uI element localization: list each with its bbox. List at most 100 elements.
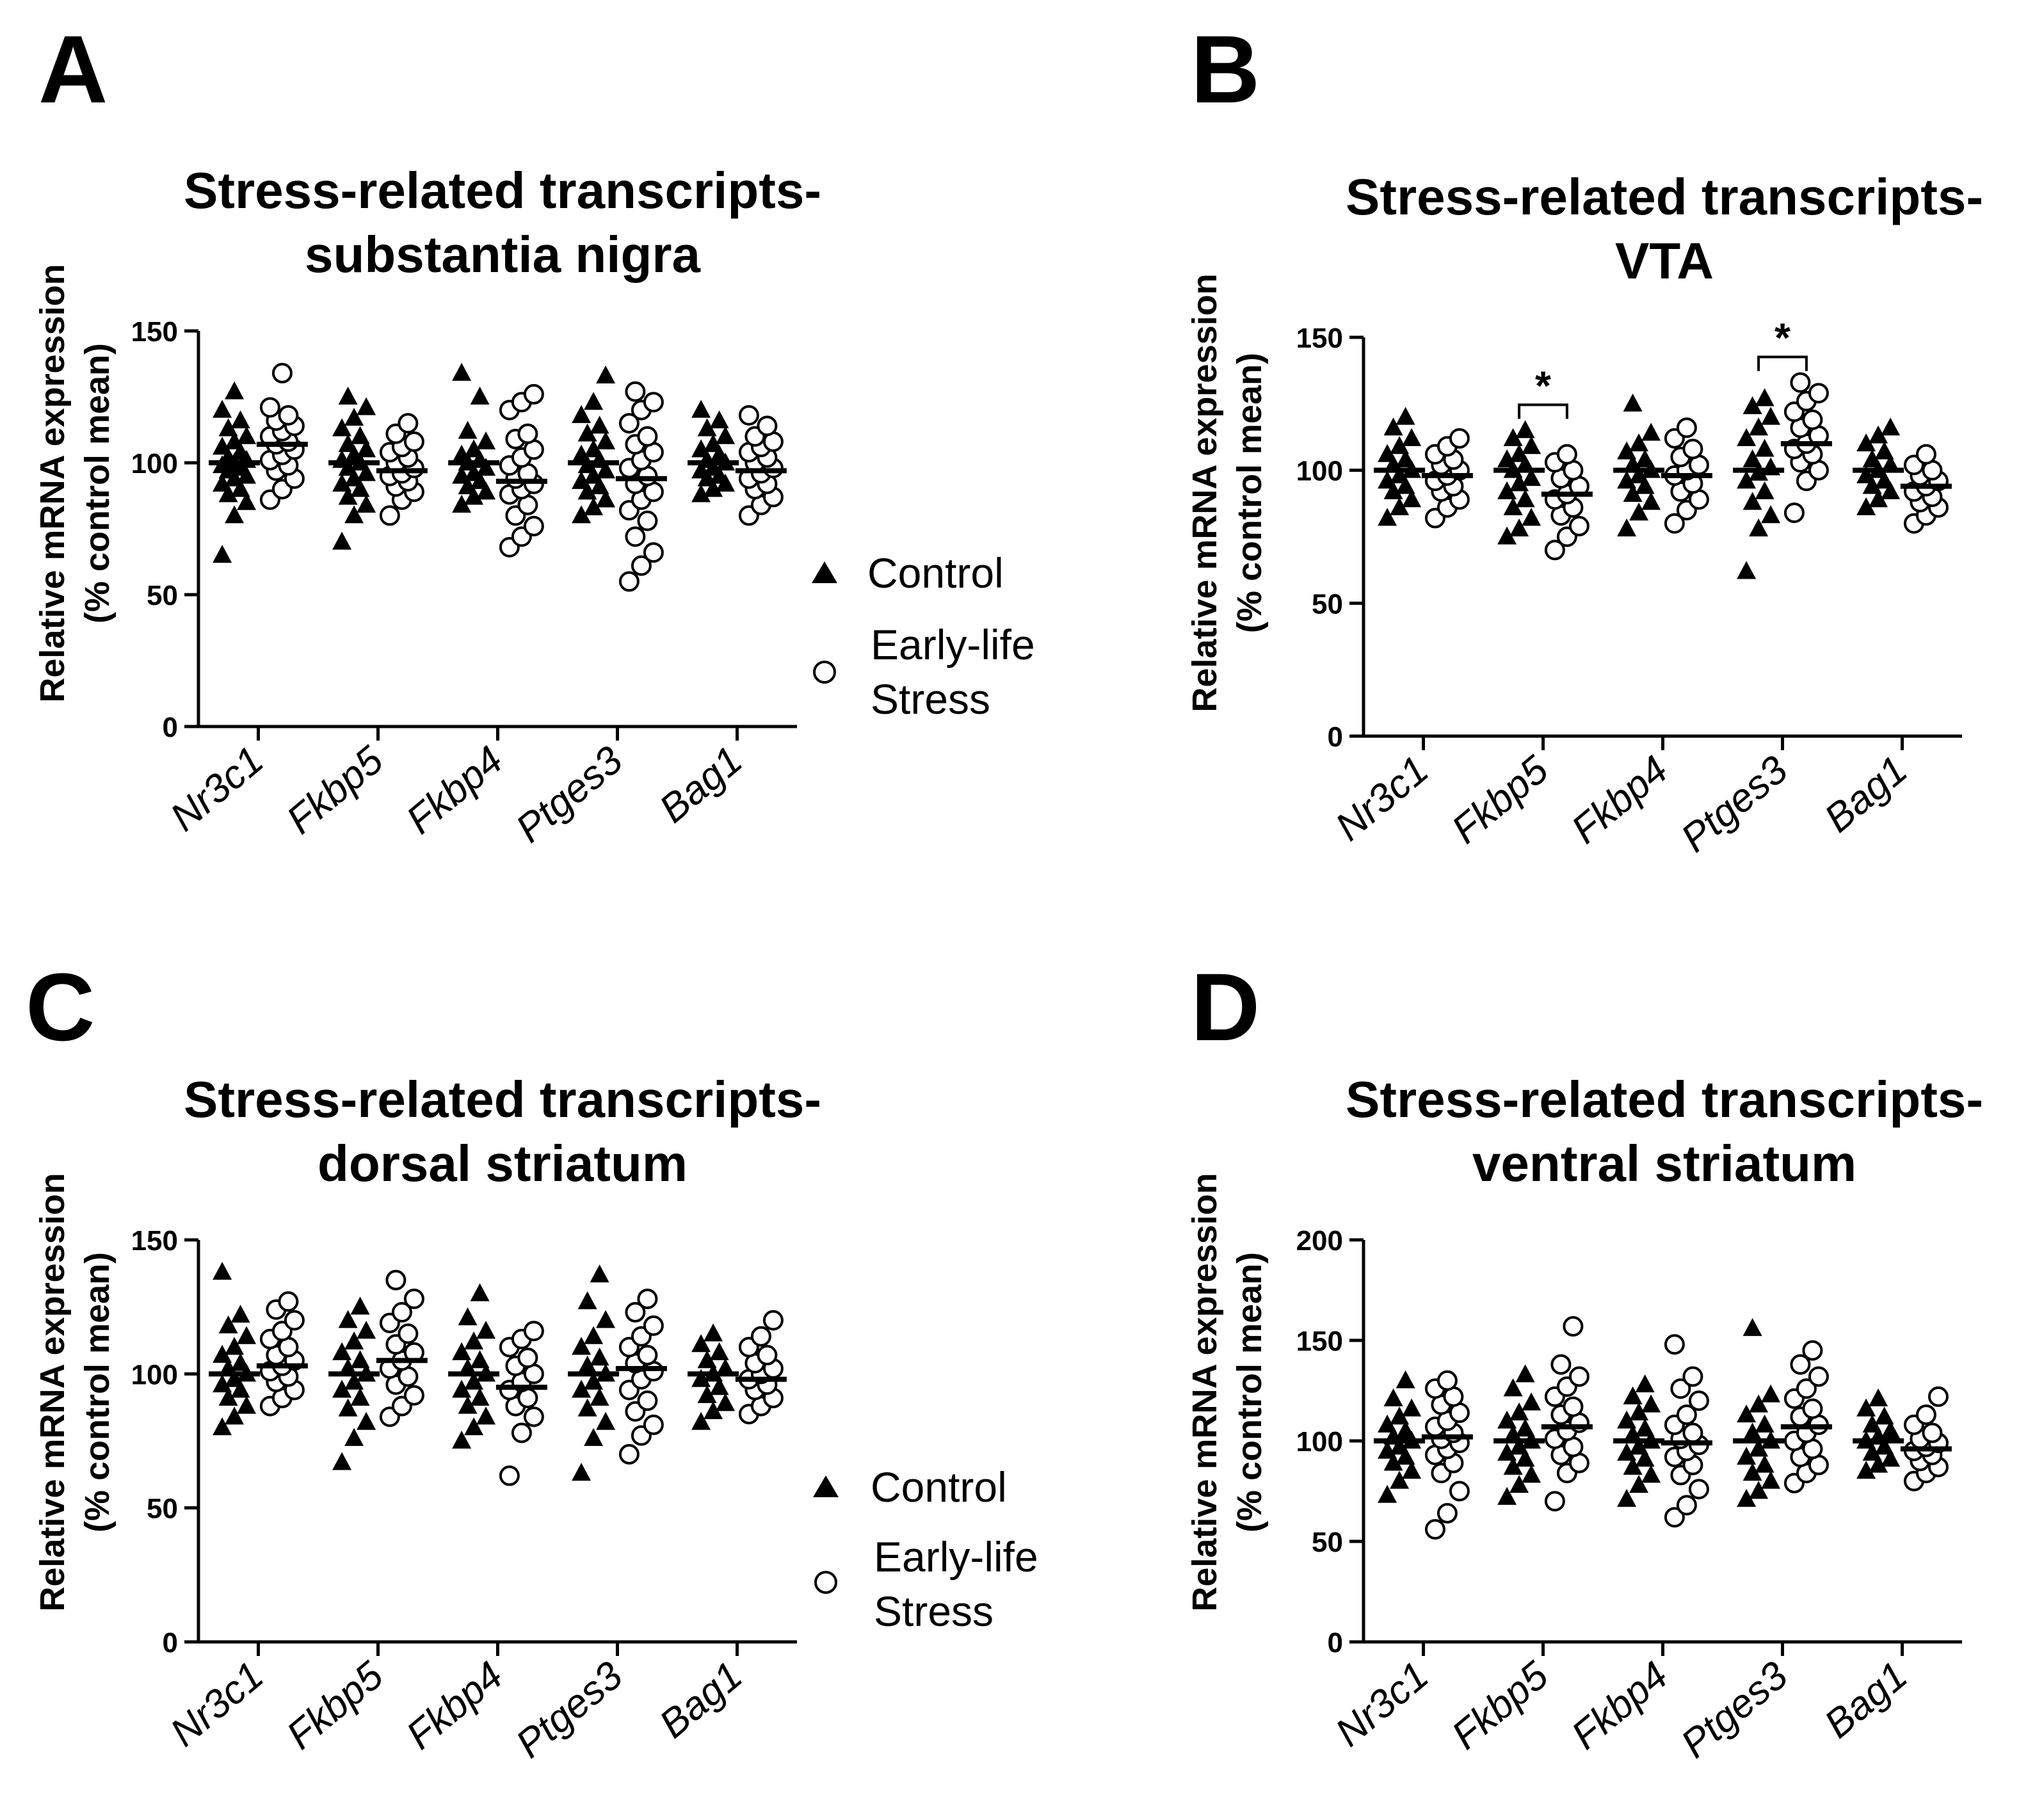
data-point-control xyxy=(332,531,352,550)
legend-control-label: Control xyxy=(867,549,1004,597)
data-point-control xyxy=(230,1353,250,1371)
data-point-control xyxy=(1522,1465,1541,1483)
data-point-control xyxy=(1623,484,1643,502)
y-tick-label: 100 xyxy=(131,1359,178,1390)
data-point-els xyxy=(523,1321,544,1342)
data-point-control xyxy=(464,463,484,481)
data-point-control xyxy=(332,1379,352,1398)
data-point-control xyxy=(1497,1442,1517,1461)
data-point-control xyxy=(338,387,358,405)
data-point-control xyxy=(572,1463,591,1481)
data-point-control xyxy=(213,545,232,563)
y-tick-label: 100 xyxy=(1296,456,1343,487)
data-point-control xyxy=(1755,1414,1774,1433)
data-point-control xyxy=(577,1398,597,1417)
data-point-control xyxy=(1749,1394,1769,1413)
data-point-els xyxy=(1563,1316,1584,1337)
data-point-els xyxy=(499,1465,520,1486)
data-point-control xyxy=(1761,1384,1781,1402)
data-point-els xyxy=(1449,1481,1470,1502)
data-point-control xyxy=(1869,1454,1888,1473)
panel-a: A Stress-related transcripts- substantia… xyxy=(33,15,1035,851)
data-point-control xyxy=(1383,1452,1403,1471)
data-point-els xyxy=(1915,1404,1936,1426)
data-point-els xyxy=(631,555,652,576)
data-point-els xyxy=(1664,1507,1685,1528)
data-point-control xyxy=(452,1379,472,1398)
y-tick-label: 0 xyxy=(163,712,178,743)
data-point-control xyxy=(344,1371,364,1390)
data-point-control xyxy=(1742,396,1762,414)
data-point-control xyxy=(1509,444,1529,462)
panel-d-ylabel-line-1: Relative mRNA expression xyxy=(1186,1173,1224,1611)
data-point-control xyxy=(584,465,604,484)
data-point-els xyxy=(523,1406,544,1427)
data-point-els xyxy=(403,431,424,453)
y-tick-label: 150 xyxy=(1296,1326,1343,1357)
panel-c-title-line-2: dorsal striatum xyxy=(318,1135,688,1192)
data-point-control xyxy=(230,479,250,497)
data-point-els xyxy=(1550,1354,1572,1375)
data-point-control xyxy=(1378,508,1397,526)
y-tick-label: 150 xyxy=(131,1225,178,1257)
data-point-control xyxy=(344,468,364,486)
legend-els-label-line-2: Stress xyxy=(874,1587,994,1635)
data-point-control xyxy=(1497,1486,1517,1505)
data-point-control xyxy=(1761,1470,1781,1489)
data-point-els xyxy=(1664,1334,1685,1355)
data-point-control xyxy=(332,1452,352,1470)
data-point-control xyxy=(1641,1394,1661,1413)
data-point-control xyxy=(357,1321,376,1339)
data-point-els xyxy=(278,405,299,426)
data-point-els xyxy=(643,1315,664,1336)
data-point-control xyxy=(584,497,604,516)
data-point-els xyxy=(398,413,419,434)
data-point-control xyxy=(1396,1447,1415,1465)
data-point-els xyxy=(637,1390,658,1411)
data-point-control xyxy=(1515,1449,1535,1467)
data-point-control xyxy=(1869,489,1888,508)
legend-control-marker xyxy=(812,561,837,583)
panel-a-ylabel-line-1: Relative mRNA expression xyxy=(33,264,72,702)
data-point-els xyxy=(1563,1396,1584,1417)
data-point-control xyxy=(572,1379,591,1398)
data-point-control xyxy=(709,444,729,463)
data-point-control xyxy=(1856,465,1876,483)
data-point-control xyxy=(1623,393,1643,412)
significance-bracket xyxy=(1757,355,1808,371)
data-point-els xyxy=(1802,409,1823,430)
data-point-control xyxy=(350,1388,370,1406)
data-point-control xyxy=(709,1377,729,1395)
data-point-control xyxy=(1641,1465,1661,1483)
data-point-control xyxy=(1881,417,1901,436)
data-point-control xyxy=(1383,1388,1403,1407)
data-point-control xyxy=(590,1388,609,1406)
data-point-control xyxy=(1402,428,1422,446)
panel-a-legend: Control Early-life Stress xyxy=(812,549,1035,723)
data-point-els xyxy=(1556,444,1577,465)
data-point-els xyxy=(750,1326,771,1347)
y-tick-label: 0 xyxy=(1328,721,1343,753)
legend-els-marker xyxy=(814,1571,837,1594)
data-point-control xyxy=(1641,492,1661,510)
data-point-control xyxy=(596,489,616,508)
data-point-control xyxy=(590,476,609,495)
data-point-control xyxy=(1509,518,1529,537)
data-point-control xyxy=(213,399,232,418)
data-point-control xyxy=(213,1374,232,1393)
data-point-control xyxy=(1862,1442,1882,1461)
data-point-els xyxy=(385,1269,406,1290)
panel-a-title-line-1: Stress-related transcripts- xyxy=(184,162,821,219)
data-point-els xyxy=(643,542,664,563)
data-point-control xyxy=(1396,449,1415,468)
legend-els-label-line-2: Stress xyxy=(871,675,990,723)
data-point-control xyxy=(1617,1410,1637,1429)
data-point-control xyxy=(338,1310,358,1328)
data-point-els xyxy=(403,1385,424,1406)
data-point-control xyxy=(452,494,472,513)
data-point-control xyxy=(1737,470,1757,489)
data-point-control xyxy=(1629,433,1649,452)
data-point-control xyxy=(1396,406,1415,425)
data-point-control xyxy=(1503,1424,1523,1443)
data-point-els xyxy=(643,1414,664,1435)
